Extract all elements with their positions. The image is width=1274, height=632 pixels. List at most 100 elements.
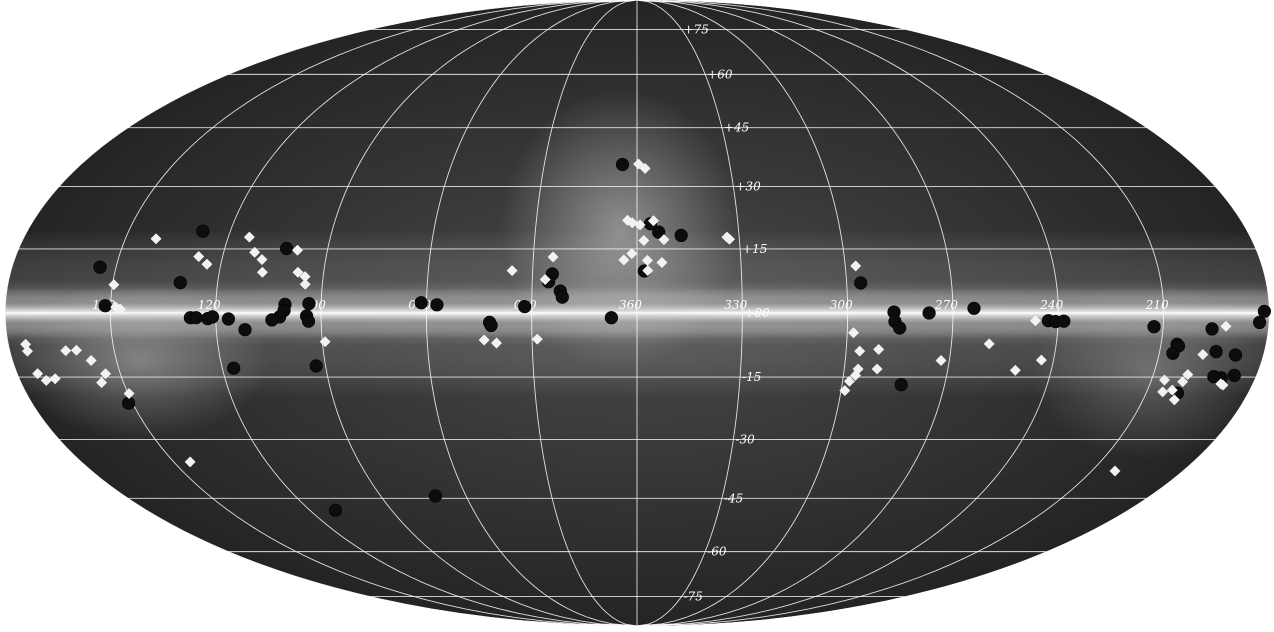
meridian-line — [636, 0, 1059, 626]
source-diamond-marker — [256, 253, 268, 266]
source-circle-marker — [615, 157, 630, 172]
source-circle-marker — [98, 299, 112, 313]
source-diamond-marker — [547, 251, 559, 263]
source-diamond-marker — [123, 387, 135, 400]
source-diamond-marker — [1157, 386, 1169, 398]
coordinate-grid — [5, 0, 1269, 626]
latitude-label: -60 — [707, 545, 727, 559]
source-diamond-marker — [626, 217, 638, 229]
source-circle-marker — [1147, 320, 1161, 334]
source-circle-marker — [555, 290, 569, 304]
meridian-line — [320, 0, 638, 626]
source-diamond-marker — [1009, 364, 1021, 376]
source-circle-marker — [1252, 315, 1267, 330]
source-circle-marker — [122, 396, 136, 410]
source-circle-marker — [854, 276, 868, 290]
meridian-line — [636, 0, 1165, 626]
source-diamond-marker — [108, 279, 120, 291]
source-diamond-marker — [291, 244, 304, 256]
meridian-line — [636, 0, 743, 626]
longitude-label: 270 — [934, 298, 958, 312]
source-diamond-marker — [843, 375, 855, 387]
source-diamond-marker — [150, 233, 162, 245]
source-diamond-marker — [32, 368, 44, 380]
source-diamond-marker — [85, 354, 97, 367]
source-diamond-marker — [1109, 465, 1121, 477]
source-diamond-marker — [99, 368, 112, 380]
source-circle-marker — [604, 311, 619, 325]
source-diamond-marker — [1035, 354, 1047, 366]
longitude-label: 240 — [1039, 298, 1063, 312]
source-circle-marker — [205, 310, 220, 324]
source-diamond-marker — [490, 337, 503, 349]
source-circle-marker — [1205, 322, 1219, 336]
source-diamond-marker — [478, 334, 490, 346]
source-diamond-marker — [299, 278, 311, 290]
source-circle-marker — [1257, 304, 1271, 318]
source-circle-marker — [173, 276, 187, 290]
longitude-label: 210 — [1145, 298, 1169, 312]
source-diamond-marker — [658, 234, 670, 246]
source-circle-marker — [227, 361, 241, 375]
meridian-line — [636, 0, 954, 626]
source-circle-marker — [428, 489, 443, 503]
source-diamond-marker — [184, 456, 196, 468]
source-diamond-marker — [21, 345, 34, 357]
longitude-label: 300 — [830, 298, 853, 312]
source-circle-marker — [893, 321, 907, 335]
source-diamond-marker — [114, 303, 126, 315]
source-circle-marker — [484, 318, 498, 333]
source-circle-marker — [1166, 346, 1180, 360]
source-circle-marker — [238, 323, 252, 337]
source-circle-marker — [280, 241, 294, 256]
source-diamond-marker — [201, 258, 213, 270]
source-diamond-marker — [1217, 379, 1229, 391]
source-diamond-marker — [1182, 368, 1194, 381]
meridian-line — [109, 0, 638, 626]
source-circle-marker — [301, 314, 316, 328]
source-diamond-marker — [249, 246, 261, 258]
source-circle-marker — [196, 224, 210, 238]
source-circle-marker — [518, 300, 532, 314]
source-diamond-marker — [96, 377, 108, 389]
source-diamond-marker — [1168, 394, 1180, 406]
source-circle-marker — [430, 298, 444, 312]
source-diamond-marker — [647, 215, 659, 227]
source-circle-marker — [328, 503, 343, 517]
source-circle-marker — [1209, 345, 1223, 359]
source-circle-marker — [1057, 314, 1071, 328]
source-markers — [20, 157, 1271, 517]
meridian-line — [636, 0, 849, 626]
source-diamond-marker — [531, 333, 543, 345]
source-diamond-marker — [642, 265, 654, 277]
source-circle-marker — [922, 306, 936, 320]
source-diamond-marker — [656, 256, 668, 269]
source-diamond-marker — [632, 158, 645, 170]
source-diamond-marker — [639, 162, 651, 174]
source-diamond-marker — [626, 248, 638, 260]
source-diamond-marker — [638, 234, 650, 247]
longitude-label: 330 — [724, 298, 747, 312]
source-circle-marker — [302, 297, 316, 311]
source-diamond-marker — [243, 231, 255, 243]
source-diamond-marker — [193, 251, 205, 263]
source-diamond-marker — [292, 266, 304, 278]
source-circle-marker — [894, 378, 908, 392]
source-circle-marker — [674, 228, 688, 242]
source-circle-marker — [309, 359, 323, 373]
source-diamond-marker — [1197, 348, 1209, 361]
latitude-label: -30 — [735, 432, 755, 446]
latitude-label: +15 — [742, 242, 767, 256]
source-circle-marker — [189, 311, 203, 325]
source-diamond-marker — [49, 373, 61, 385]
longitude-label: 120 — [198, 298, 221, 312]
source-circle-marker — [1227, 368, 1241, 383]
meridian-line — [425, 0, 638, 626]
source-circle-marker — [221, 312, 235, 326]
galactic-bulge — [500, 90, 740, 370]
source-diamond-marker — [60, 345, 72, 357]
latitude-label: -45 — [724, 491, 743, 505]
source-circle-marker — [652, 225, 666, 239]
